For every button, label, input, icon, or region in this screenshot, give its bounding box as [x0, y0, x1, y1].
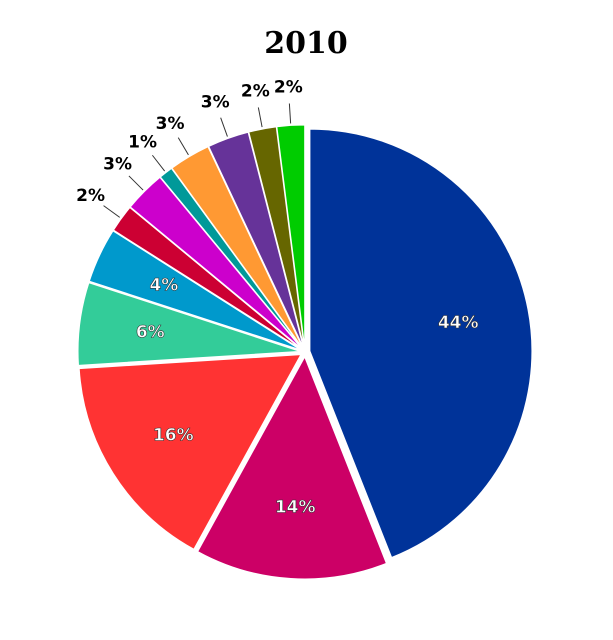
pie-slice: [197, 355, 388, 580]
pie-slice: [78, 354, 302, 550]
leader-line: [177, 137, 189, 156]
slice-label: 3%: [201, 93, 230, 113]
leader-line: [128, 175, 144, 191]
pie-slice: [159, 167, 303, 349]
pie-slice: [208, 131, 304, 348]
pie-slice: [77, 282, 301, 366]
leader-line: [220, 117, 228, 137]
chart-title: 2010: [264, 26, 348, 61]
pie-slice: [129, 176, 302, 349]
pie-slice: [309, 128, 533, 559]
pie-slice: [276, 124, 306, 348]
pie-slice: [112, 206, 302, 350]
leader-line: [288, 103, 292, 124]
slice-label: 1%: [128, 133, 157, 153]
slice-label: 2%: [76, 186, 105, 206]
slice-label: 14%: [275, 498, 316, 518]
slice-label: 3%: [156, 114, 185, 134]
slice-label: 6%: [136, 322, 165, 342]
pie-slice: [248, 126, 305, 348]
slice-label: 3%: [103, 155, 132, 175]
slice-label: 16%: [153, 426, 194, 446]
leader-line: [257, 107, 263, 128]
pie-slice: [88, 230, 301, 351]
slice-label: 4%: [149, 276, 178, 296]
leader-line: [103, 205, 121, 218]
pie-slice: [171, 146, 303, 348]
slice-label: 2%: [274, 78, 303, 98]
slice-label: 44%: [438, 313, 479, 333]
slice-label: 2%: [241, 82, 270, 102]
leader-line: [151, 154, 166, 172]
